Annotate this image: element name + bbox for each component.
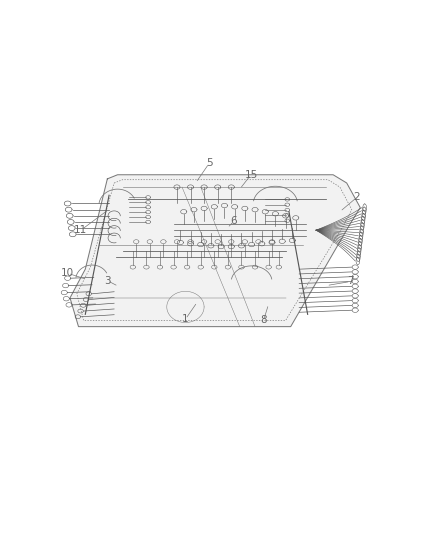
Polygon shape [70, 175, 360, 327]
Text: 6: 6 [231, 216, 237, 226]
Text: 11: 11 [74, 225, 88, 235]
Text: 15: 15 [244, 170, 258, 180]
Text: 5: 5 [206, 158, 212, 168]
Text: 3: 3 [104, 276, 111, 286]
Text: 8: 8 [260, 316, 267, 326]
Text: 7: 7 [347, 277, 354, 286]
Text: 2: 2 [353, 192, 360, 203]
Text: 10: 10 [61, 268, 74, 278]
Text: 1: 1 [182, 314, 189, 324]
